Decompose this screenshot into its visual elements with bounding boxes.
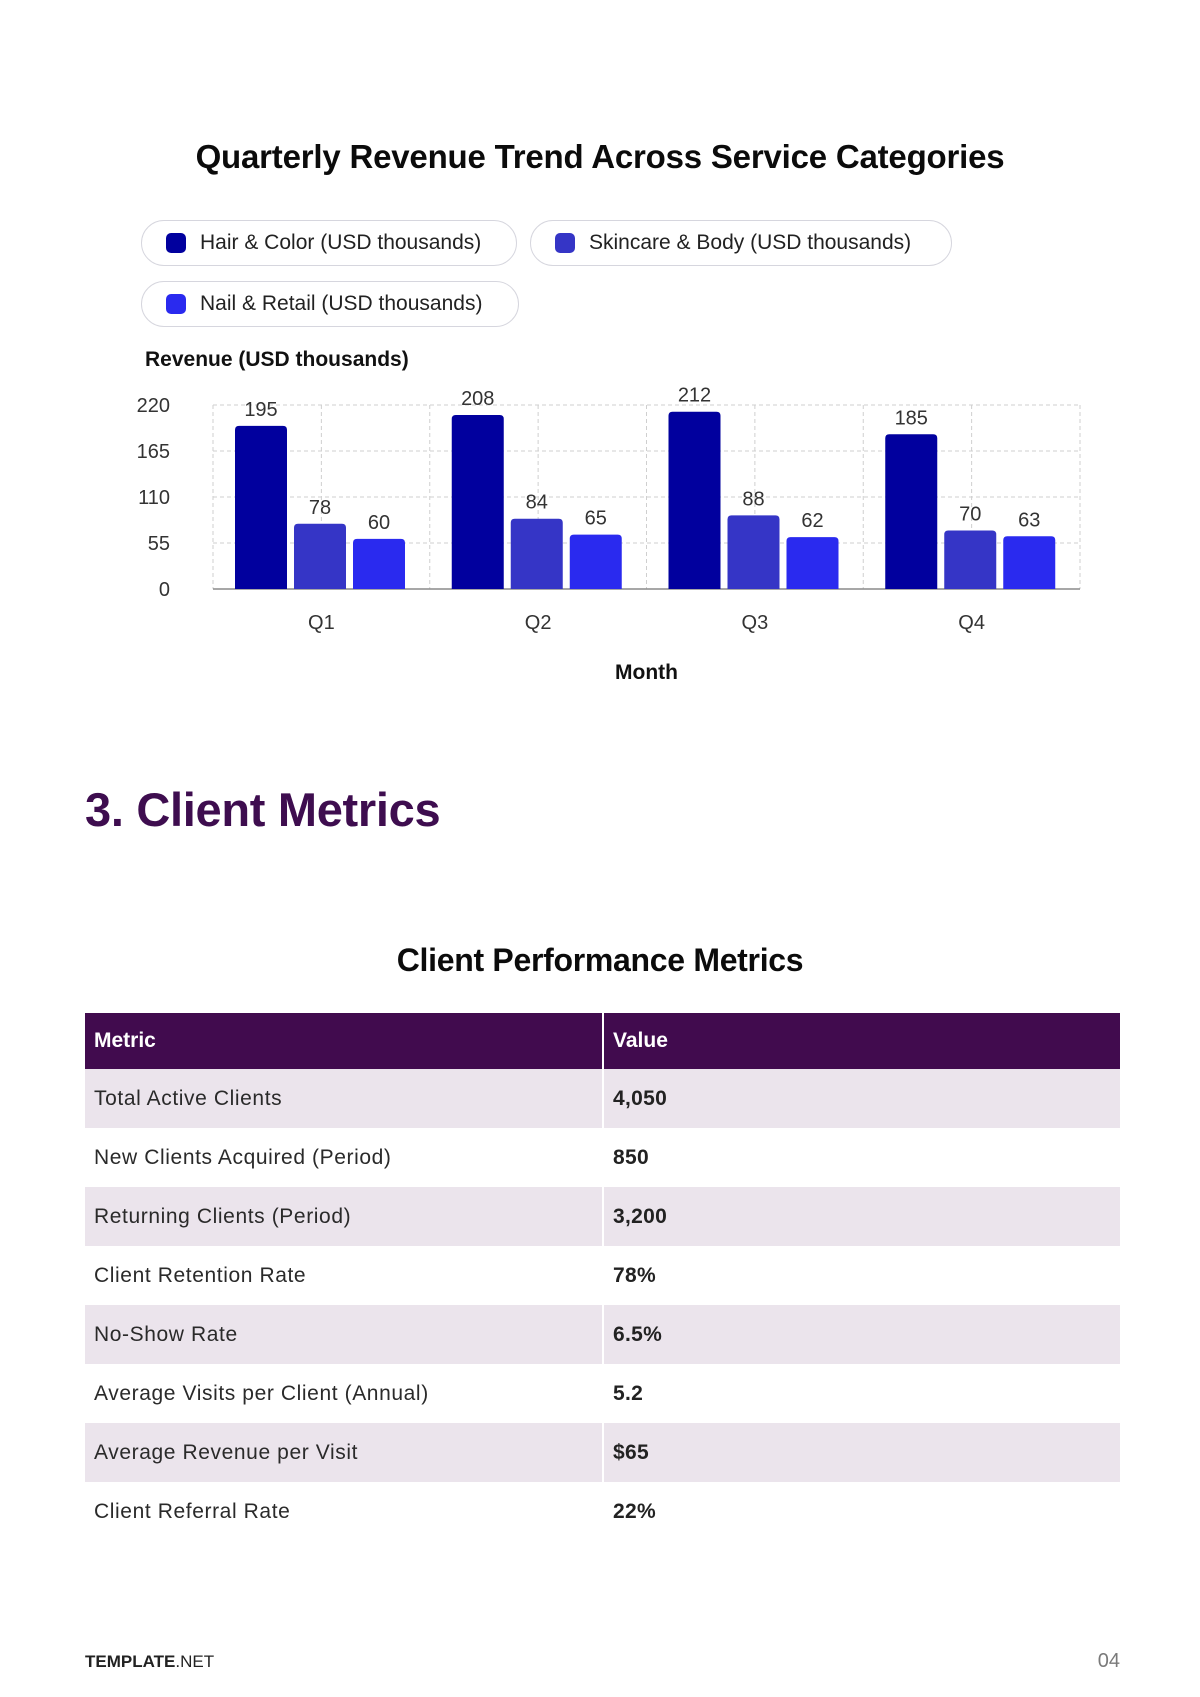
value-cell: 5.2 [602,1364,1120,1423]
data-label: 63 [1018,509,1040,531]
data-label: 70 [959,503,981,525]
data-label: 212 [678,385,711,407]
y-tick-label: 0 [159,579,170,601]
table-row: Average Visits per Client (Annual) 5.2 [85,1364,1120,1423]
table-title: Client Performance Metrics [396,942,804,978]
chart-title: Quarterly Revenue Trend Across Service C… [195,138,1005,175]
metric-cell: Total Active Clients [85,1069,603,1128]
value-cell: 850 [602,1128,1120,1187]
legend-item-nail-retail: Nail & Retail (USD thousands) [141,281,519,327]
section-heading: 3. Client Metrics [85,783,441,836]
metric-cell: Average Revenue per Visit [85,1423,603,1482]
column-header-value: Value [602,1013,1120,1069]
bar-q2-series-2 [510,518,563,589]
legend-swatch-skincare-body [555,233,575,253]
bar-q2-series-3 [569,534,622,589]
legend-item-skincare-body: Skincare & Body (USD thousands) [530,220,952,266]
bar-q1-series-3 [353,538,405,589]
bar-q3-series-2 [727,515,780,589]
table-row: No-Show Rate 6.5% [85,1305,1120,1364]
data-label: 208 [461,388,494,410]
bar-q4-series-3 [1003,536,1056,589]
x-tick-label: Q4 [958,612,985,634]
metric-cell: New Clients Acquired (Period) [85,1128,603,1187]
metric-cell: Client Referral Rate [85,1482,603,1541]
legend-label: Nail & Retail (USD thousands) [200,292,483,315]
metric-cell: No-Show Rate [85,1305,603,1364]
legend-swatch-hair-color [166,233,186,253]
legend-label: Skincare & Body (USD thousands) [589,231,912,254]
page-number: 04 [1097,1650,1120,1672]
footer-brand-logo: TEMPLATE.NET [85,1652,214,1672]
table-row: Returning Clients (Period) 3,200 [85,1187,1120,1246]
legend-swatch-nail-retail [166,294,186,314]
value-cell: 78% [602,1246,1120,1305]
data-label: 195 [244,399,277,421]
x-tick-label: Q2 [525,612,552,634]
y-tick-label: 110 [138,487,170,509]
bar-q1-series-2 [294,523,346,589]
legend-label: Hair & Color (USD thousands) [200,231,482,254]
column-header-metric: Metric [85,1013,603,1069]
metric-cell: Average Visits per Client (Annual) [85,1364,603,1423]
x-tick-label: Q3 [742,612,769,634]
data-label: 62 [801,510,823,532]
data-label: 84 [526,492,548,514]
legend-item-hair-color: Hair & Color (USD thousands) [141,220,517,266]
table-row: Client Retention Rate 78% [85,1246,1120,1305]
y-axis-title: Revenue (USD thousands) [145,348,409,371]
data-label: 60 [368,512,390,534]
value-cell: $65 [602,1423,1120,1482]
data-label: 185 [895,407,928,429]
bar-q1-series-1 [235,425,287,589]
table-row: New Clients Acquired (Period) 850 [85,1128,1120,1187]
value-cell: 6.5% [602,1305,1120,1364]
value-cell: 4,050 [602,1069,1120,1128]
brand-suffix: .NET [175,1652,215,1671]
metric-cell: Returning Clients (Period) [85,1187,603,1246]
bar-q3-series-1 [668,411,721,589]
data-label: 65 [585,508,607,530]
y-tick-label: 220 [137,395,170,417]
client-metrics-table: Metric Value Total Active Clients 4,050 Ne… [85,1013,1120,1541]
metric-cell: Client Retention Rate [85,1246,603,1305]
y-tick-label: 55 [148,533,170,555]
table-row: Total Active Clients 4,050 [85,1069,1120,1128]
bar-q3-series-3 [786,537,839,589]
bar-q4-series-1 [885,434,938,589]
brand-bold: TEMPLATE [85,1652,176,1671]
x-tick-label: Q1 [308,612,335,634]
y-tick-label: 165 [137,441,170,463]
table-row: Client Referral Rate 22% [85,1482,1120,1541]
data-label: 88 [742,488,764,510]
bar-q4-series-2 [944,530,997,589]
value-cell: 3,200 [602,1187,1120,1246]
table-row: Average Revenue per Visit $65 [85,1423,1120,1482]
bar-chart: 0 55 110 165 220 195 78 60 Q1 208 84 65 Q2 212 88 62 Q3 1… [137,348,1081,684]
data-label: 78 [309,497,331,519]
bar-q2-series-1 [451,415,504,589]
table-header-row: Metric Value [85,1013,1120,1069]
x-axis-title: Month [615,661,678,684]
value-cell: 22% [602,1482,1120,1541]
